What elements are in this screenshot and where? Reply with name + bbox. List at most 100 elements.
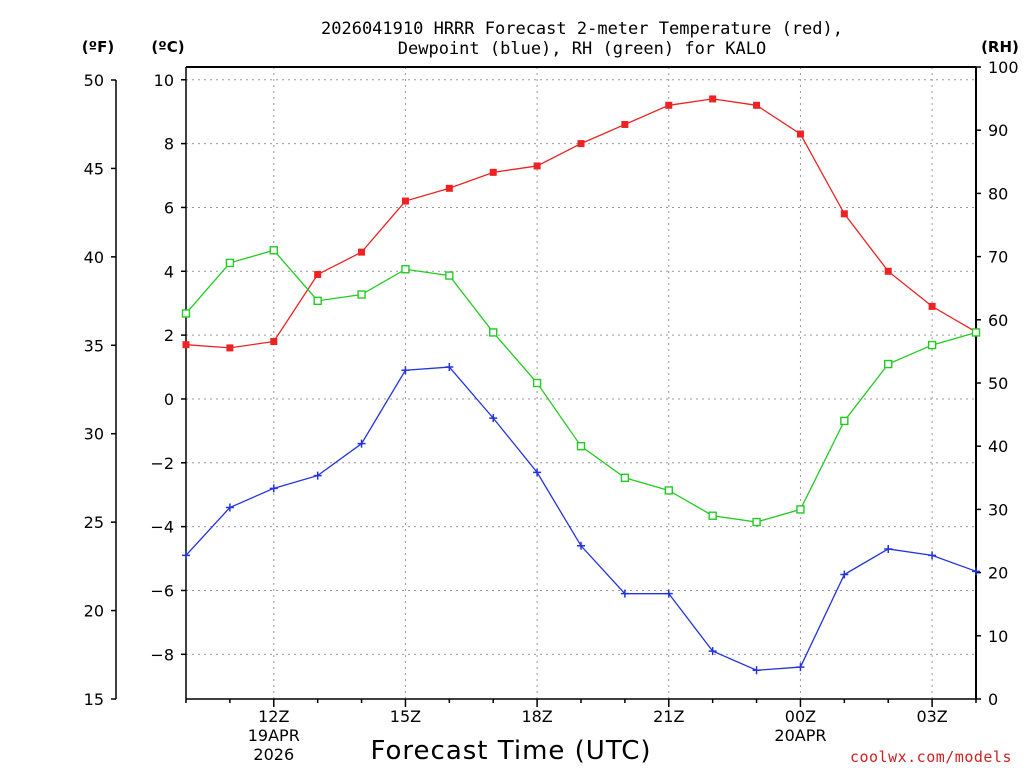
dewpoint-point — [533, 468, 542, 477]
celsius-tick-label: 4 — [164, 262, 174, 281]
temperature-point — [401, 197, 409, 205]
dewpoint-point — [577, 541, 585, 550]
rh-point — [840, 416, 849, 426]
celsius-tick-label: 0 — [164, 390, 174, 409]
fahrenheit-tick-label: 20 — [84, 602, 104, 621]
fahrenheit-tick-label: 30 — [84, 425, 104, 444]
rh-tick-label: 70 — [988, 248, 1008, 267]
temperature-point — [753, 101, 761, 109]
rh-tick-label: 80 — [988, 184, 1008, 203]
temperature-point — [358, 248, 366, 256]
celsius-tick-label: 8 — [164, 135, 174, 154]
dewpoint-point — [620, 589, 629, 598]
rh-point — [664, 486, 673, 495]
x-tick-label: 15Z — [390, 707, 421, 726]
dewpoint-point — [445, 363, 454, 372]
dewpoint-line — [185, 366, 977, 671]
fahrenheit-axis-label: (ºF) — [82, 38, 114, 56]
rh-axis-label: (RH) — [981, 38, 1019, 56]
temperature-point — [884, 267, 892, 275]
fahrenheit-tick-label: 25 — [84, 513, 104, 532]
x-tick-label: 2026 — [253, 745, 294, 764]
temperature-point — [226, 344, 234, 352]
dewpoint-point — [752, 666, 761, 675]
rh-point — [489, 328, 498, 337]
dewpoint-point — [928, 551, 937, 560]
dewpoint-point — [401, 366, 410, 375]
rh-point — [576, 442, 586, 451]
rh-tick-label: 60 — [988, 311, 1008, 330]
celsius-tick-label: 2 — [164, 326, 174, 345]
dewpoint-point — [269, 484, 278, 493]
dewpoint-point — [357, 439, 366, 448]
dewpoint-point — [664, 589, 673, 598]
x-axis-title: Forecast Time (UTC) — [370, 736, 651, 766]
rh-tick-label: 30 — [988, 500, 1008, 519]
x-tick-label: 19APR — [248, 726, 300, 745]
rh-tick-label: 100 — [988, 58, 1019, 77]
rh-point — [269, 246, 278, 255]
temperature-point — [665, 101, 673, 109]
dewpoint-point — [313, 471, 322, 480]
dewpoint-point — [489, 414, 498, 423]
dewpoint-point — [708, 647, 717, 656]
rh-tick-label: 0 — [988, 690, 998, 709]
rh-point — [927, 340, 937, 350]
celsius-tick-label: −6 — [150, 581, 174, 600]
rh-point — [181, 309, 191, 318]
x-tick-label: 20APR — [774, 726, 826, 745]
celsius-tick-label: −8 — [150, 645, 174, 664]
temperature-point — [709, 95, 717, 103]
temperature-point — [840, 210, 848, 218]
rh-tick-label: 10 — [988, 627, 1008, 646]
temperature-point — [445, 184, 453, 192]
temperature-line — [185, 98, 977, 349]
axes: 1086420−2−4−6−85045403530252015100908070… — [84, 58, 1019, 764]
dewpoint-point — [796, 663, 805, 672]
dewpoint-point — [182, 551, 190, 560]
temperature-point — [928, 302, 936, 310]
chart-title-line-1: 2026041910 HRRR Forecast 2-meter Tempera… — [321, 19, 843, 39]
rh-point — [752, 517, 761, 527]
x-tick-label: 21Z — [653, 707, 684, 726]
celsius-tick-label: −2 — [150, 454, 174, 473]
rh-point — [532, 378, 542, 388]
temperature-point — [489, 168, 497, 176]
dewpoint-point — [225, 503, 234, 512]
dewpoint-point — [884, 544, 893, 553]
rh-point — [620, 473, 630, 482]
temperature-point — [796, 130, 804, 138]
chart-title-line-2: Dewpoint (blue), RH (green) for KALO — [398, 39, 766, 59]
temperature-point — [270, 338, 278, 346]
celsius-tick-label: 6 — [164, 198, 174, 217]
rh-point — [357, 290, 366, 299]
rh-tick-label: 40 — [988, 437, 1008, 456]
x-tick-label: 12Z — [258, 707, 289, 726]
rh-point — [445, 271, 454, 280]
fahrenheit-tick-label: 50 — [84, 71, 104, 90]
x-tick-label: 00Z — [785, 707, 816, 726]
rh-tick-label: 50 — [988, 374, 1008, 393]
grid-lines — [186, 67, 976, 699]
rh-point — [313, 296, 322, 306]
temperature-point — [182, 341, 190, 349]
x-tick-label: 18Z — [521, 707, 552, 726]
rh-line — [185, 249, 977, 523]
rh-tick-label: 20 — [988, 564, 1008, 583]
fahrenheit-tick-label: 40 — [84, 248, 104, 267]
temperature-point — [314, 270, 322, 278]
rh-tick-label: 90 — [988, 121, 1008, 140]
rh-point — [884, 359, 893, 369]
celsius-tick-label: −4 — [150, 518, 174, 537]
temperature-point — [577, 140, 585, 148]
celsius-tick-label: 10 — [154, 71, 174, 90]
x-tick-label: 03Z — [916, 707, 947, 726]
rh-point — [971, 328, 981, 337]
rh-point — [708, 511, 717, 520]
rh-point — [796, 505, 805, 514]
rh-point — [401, 265, 410, 274]
series-layer — [181, 95, 981, 675]
fahrenheit-tick-label: 15 — [84, 690, 104, 709]
credit-text: coolwx.com/models — [850, 748, 1012, 766]
